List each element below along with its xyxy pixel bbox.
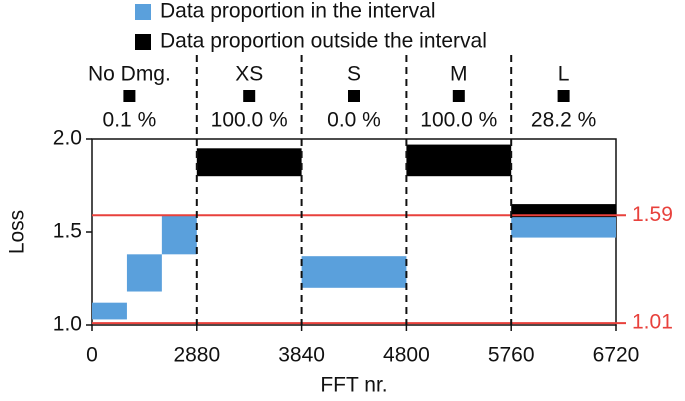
group-name: XS bbox=[235, 63, 263, 86]
y-axis-label: Loss bbox=[6, 210, 29, 254]
legend-swatch bbox=[135, 34, 151, 50]
data-band bbox=[511, 213, 616, 238]
group-marker bbox=[348, 90, 360, 102]
x-tick-label: 0 bbox=[86, 344, 98, 367]
data-band bbox=[406, 144, 512, 177]
x-tick-label: 5760 bbox=[488, 344, 535, 367]
data-band bbox=[196, 148, 302, 177]
legend-label: Data proportion outside the interval bbox=[160, 30, 487, 53]
x-tick-label: 4800 bbox=[383, 344, 430, 367]
x-tick-label: 6720 bbox=[593, 344, 640, 367]
group-proportion: 0.0 % bbox=[327, 109, 381, 132]
group-name: L bbox=[558, 63, 570, 86]
y-tick-label: 2.0 bbox=[53, 127, 82, 150]
legend-label: Data proportion in the interval bbox=[160, 0, 436, 23]
y-tick-label: 1.5 bbox=[53, 220, 82, 243]
threshold-label: 1.59 bbox=[632, 203, 673, 226]
group-proportion: 100.0 % bbox=[420, 109, 497, 132]
group-proportion: 0.1 % bbox=[103, 109, 157, 132]
group-marker bbox=[243, 90, 256, 102]
data-band bbox=[92, 302, 127, 320]
x-axis-label: FFT nr. bbox=[320, 374, 387, 397]
group-proportion: 28.2 % bbox=[531, 109, 596, 132]
group-name: M bbox=[450, 63, 468, 86]
group-proportion: 100.0 % bbox=[211, 109, 288, 132]
group-marker bbox=[452, 90, 465, 102]
x-tick-label: 3840 bbox=[278, 344, 325, 367]
data-band bbox=[301, 256, 407, 288]
group-name: No Dmg. bbox=[88, 63, 171, 86]
legend-swatch bbox=[135, 4, 151, 20]
data-band bbox=[126, 254, 162, 292]
x-tick-label: 2880 bbox=[173, 344, 220, 367]
group-marker bbox=[557, 90, 570, 102]
y-tick-label: 1.0 bbox=[53, 313, 82, 336]
group-name: S bbox=[347, 63, 361, 86]
data-band bbox=[511, 204, 616, 218]
threshold-label: 1.01 bbox=[632, 311, 673, 334]
data-band bbox=[161, 215, 197, 255]
group-marker bbox=[123, 90, 136, 102]
